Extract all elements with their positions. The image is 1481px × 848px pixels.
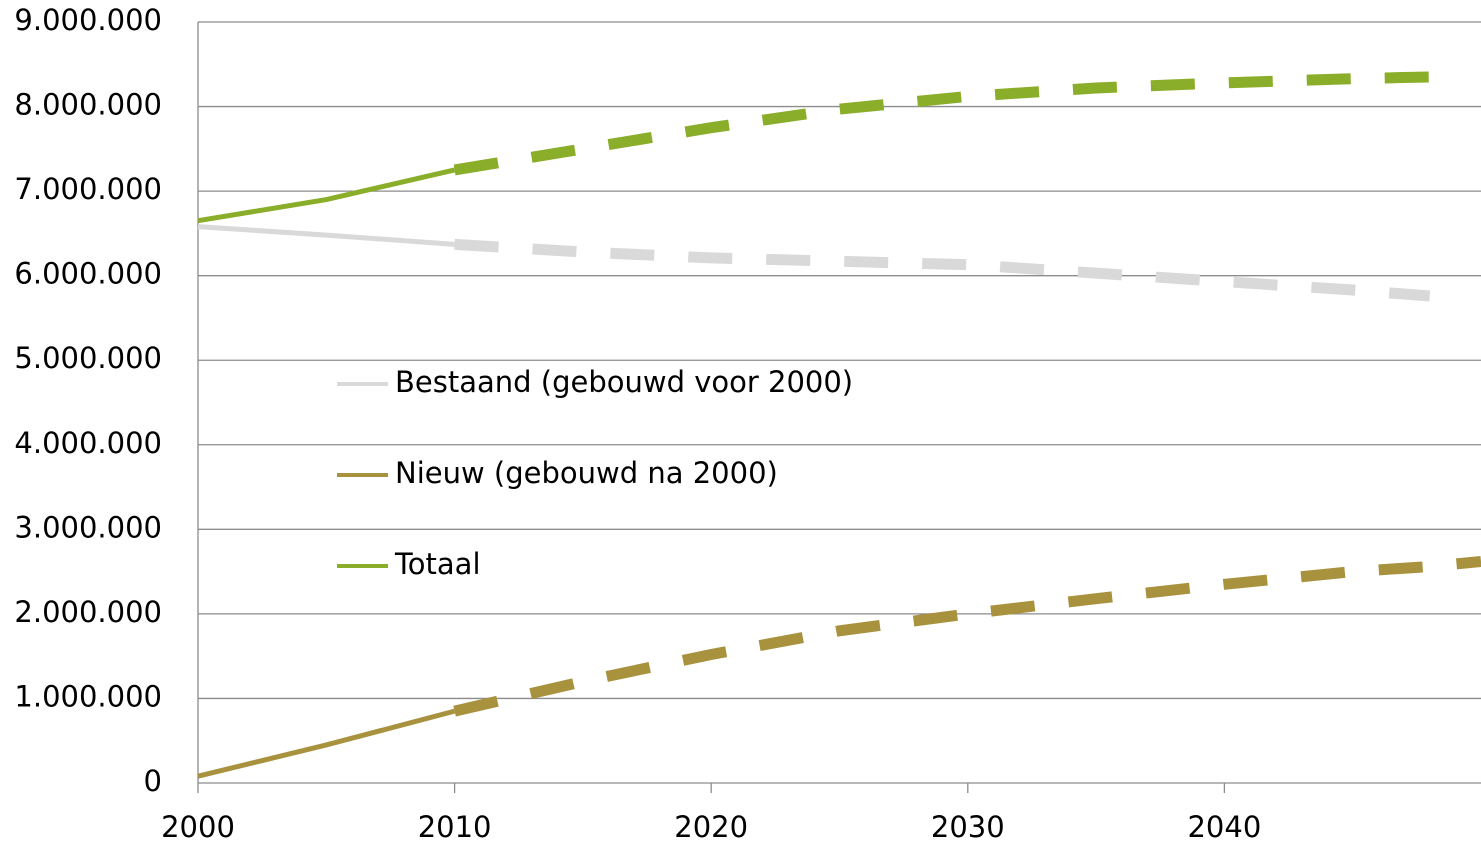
x-tick-label: 2010 bbox=[418, 810, 492, 844]
y-tick-label: 2.000.000 bbox=[14, 595, 162, 629]
y-tick-label: 1.000.000 bbox=[14, 679, 162, 713]
y-tick-label: 0 bbox=[144, 764, 162, 798]
y-tick-label: 9.000.000 bbox=[14, 3, 162, 37]
y-tick-label: 7.000.000 bbox=[14, 172, 162, 206]
series-line bbox=[197, 224, 455, 247]
series-line-projection bbox=[454, 238, 1431, 302]
x-tick-label: 2040 bbox=[1187, 810, 1261, 844]
series-line bbox=[197, 167, 456, 224]
x-tick-label: 2030 bbox=[931, 810, 1005, 844]
x-tick-label: 2020 bbox=[674, 810, 748, 844]
y-tick-label: 3.000.000 bbox=[14, 510, 162, 544]
legend-label: Nieuw (gebouwd na 2000) bbox=[395, 456, 778, 490]
series-line bbox=[197, 708, 456, 779]
y-tick-label: 5.000.000 bbox=[14, 341, 162, 375]
series-line-projection bbox=[453, 555, 1481, 717]
y-tick-label: 6.000.000 bbox=[14, 257, 162, 291]
x-tick-label: 2000 bbox=[161, 810, 235, 844]
legend-label: Bestaand (gebouwd voor 2000) bbox=[395, 365, 853, 399]
legend-label: Totaal bbox=[394, 547, 481, 581]
y-tick-label: 4.000.000 bbox=[14, 426, 162, 460]
y-tick-label: 8.000.000 bbox=[14, 88, 162, 122]
series-line-projection bbox=[453, 71, 1430, 176]
